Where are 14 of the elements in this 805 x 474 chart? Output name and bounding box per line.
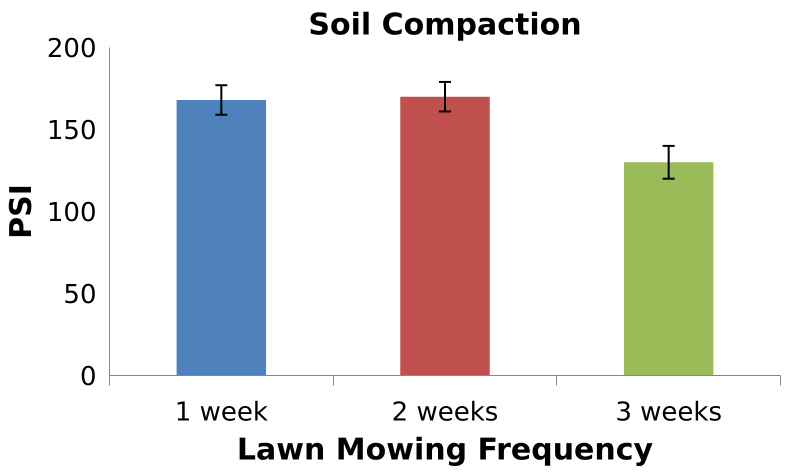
x-axis-title: Lawn Mowing Frequency	[236, 432, 654, 468]
y-tick-label: 200	[46, 34, 97, 64]
x-tick-label: 1 week	[174, 398, 268, 428]
y-tick-label: 50	[63, 280, 97, 310]
y-tick-label: 100	[46, 198, 97, 228]
bar	[624, 162, 714, 376]
y-axis-title: PSI	[4, 184, 39, 239]
y-tick-label: 0	[80, 362, 97, 392]
x-tick-label: 3 weeks	[615, 398, 722, 428]
bar	[400, 96, 490, 376]
chart-title: Soil Compaction	[308, 8, 582, 42]
bar	[176, 100, 266, 376]
y-tick-label: 150	[46, 116, 97, 146]
x-tick-label: 2 weeks	[392, 398, 498, 428]
